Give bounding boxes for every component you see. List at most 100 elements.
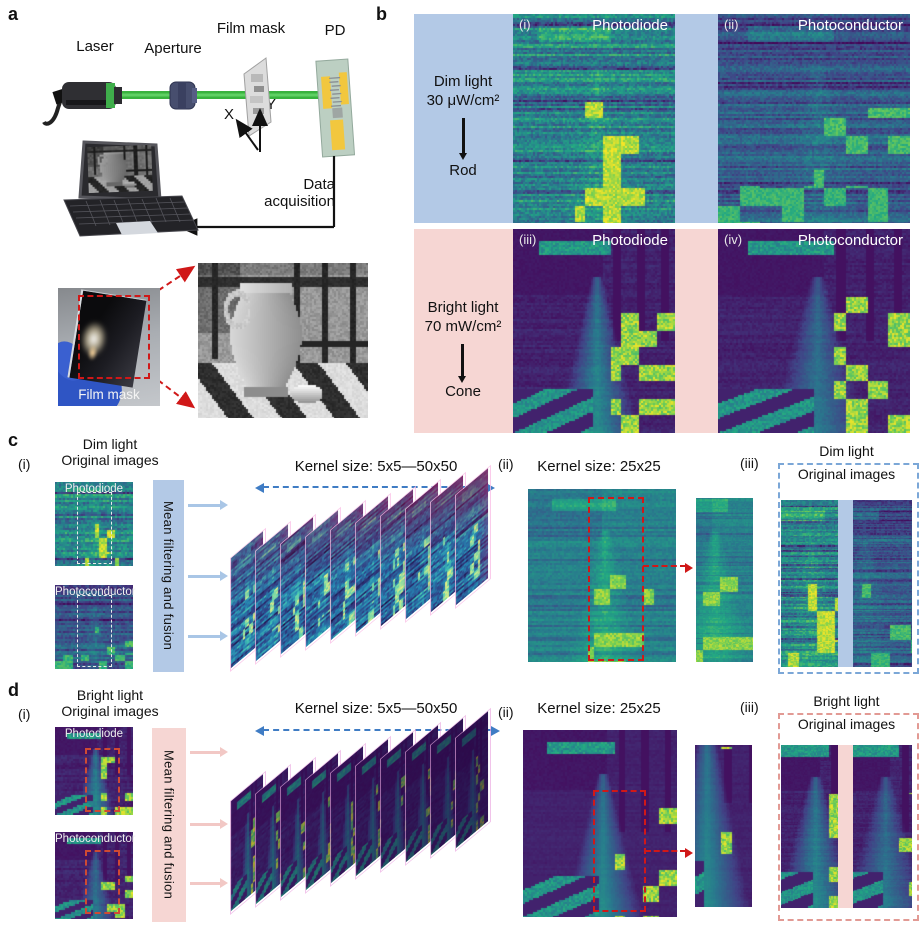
panel-d-ii-index: (ii) [498,704,514,720]
data-acquisition-arrow [177,156,336,236]
dim-arrow-head [458,153,467,160]
image-b-ii: (ii) Photoconductor [718,14,910,223]
pd-device-icon [315,58,356,158]
c-fused-image [528,489,676,662]
bright-light-title: Bright light [427,299,499,316]
d-process-label: Mean filtering and fusion [161,750,177,900]
bright-light-power: 70 mW/cm² [424,318,502,335]
zoom-connector-lines [149,265,196,409]
panel-c-iii-index: (iii) [740,455,759,471]
c-box-title1: Dim light [819,443,874,459]
panel-c-i-index: (i) [18,456,31,472]
panel-c-ii-index: (ii) [498,456,514,472]
c-photoconductor-label: Photoconductor [55,586,136,598]
film-mask-label: Film mask [216,20,286,37]
laser-icon [42,82,122,126]
d-photodiode-image: Photodiode [55,727,133,815]
d-zoom-crop-image [695,745,752,907]
image-b-ii-label: Photoconductor [797,17,903,34]
panel-d-title: Bright light Original images [61,687,159,720]
image-b-iii-label: Photodiode [592,232,668,249]
d-pc-dashed-rect [85,850,120,914]
d-box-divider-band [838,745,853,908]
image-b-iii: (iii) Photodiode [513,229,675,433]
pd-label: PD [324,22,346,39]
pitcher-photo [198,263,368,418]
d-kernel-range-label: Kernel size: 5x5—50x50 [294,700,458,717]
image-b-i-label: Photodiode [592,17,668,34]
c-zoom-crop-image [696,498,753,662]
d-kernel-single-label: Kernel size: 25x25 [537,700,661,717]
aperture-label: Aperture [144,40,202,57]
d-kernel-stack [230,707,500,923]
panel-d-i-index: (i) [18,706,31,722]
c-box-left-image [781,500,838,667]
image-b-iv-index: (iv) [724,232,743,247]
d-flow-arrow-1 [190,747,228,757]
c-box-title2: Original images [784,466,909,483]
dim-light-power: 30 μW/cm² [426,92,500,109]
dim-light-title: Dim light [433,73,493,90]
aperture-icon [169,81,197,110]
d-photodiode-label: Photodiode [64,728,124,740]
c-kernel-range-arrow [255,482,495,494]
image-b-iv-label: Photoconductor [797,232,903,249]
film-zoom-dashed-rect [78,295,150,379]
xy-axes-icon [235,108,268,152]
image-b-i-index: (i) [519,17,531,32]
c-zoom-arrow [643,563,693,573]
laptop-screen-image [87,144,153,194]
d-pd-dashed-rect [85,748,120,812]
dim-arrow [462,118,465,154]
axis-y-label: Y [266,96,277,113]
image-b-iv: (iv) Photoconductor [718,229,910,433]
image-b-iii-index: (iii) [519,232,537,247]
c-original-box [778,463,919,674]
c-flow-arrow-2 [188,571,228,581]
c-kernel-stack [230,464,500,680]
d-box-left-image [781,745,838,908]
d-photoconductor-label: Photoconductor [55,833,136,845]
d-box-right-image [853,745,912,908]
bright-arrow-head [457,376,466,383]
c-flow-arrow-1 [188,500,228,510]
axis-x-label: X [224,106,235,123]
c-kernel-range-label: Kernel size: 5x5—50x50 [294,458,458,475]
panel-c-label: c [8,430,19,450]
panel-d-iii-index: (iii) [740,699,759,715]
d-fused-image [523,730,677,917]
d-zoom-arrow [645,848,693,858]
dim-cell-label: Rod [449,162,477,179]
c-process-label: Mean filtering and fusion [161,501,176,651]
c-kernel-single-label: Kernel size: 25x25 [537,458,661,475]
data-acquisition-label: Data acquisition [264,176,335,211]
image-b-ii-index: (ii) [724,17,739,32]
bright-cell-label: Cone [445,383,481,400]
c-zoom-dashed-rect [588,497,644,661]
d-photoconductor-image: Photoconductor [55,832,136,919]
c-photoconductor-image: Photoconductor [55,585,136,669]
film-mask-icon [243,57,272,137]
panel-b-label: b [376,4,387,24]
c-photodiode-image: Photodiode [55,482,133,566]
c-process-band: Mean filtering and fusion [153,480,184,672]
panel-c-title: Dim light Original images [61,436,159,469]
panel-d-label: d [8,680,19,700]
film-mask-photo: Film mask [58,288,160,406]
c-pd-dashed-rect [77,492,112,564]
c-flow-arrow-3 [188,631,228,641]
c-box-right-image [853,500,912,667]
panel-a-label: a [8,4,19,24]
d-box-title2: Original images [784,716,909,733]
d-original-box [778,713,919,921]
d-flow-arrow-3 [190,878,228,888]
bright-arrow [461,344,464,377]
c-pc-dashed-rect [77,595,112,667]
laser-beam [118,91,320,99]
laser-label: Laser [76,38,114,55]
film-mask-photo-label: Film mask [78,387,140,402]
d-box-title1: Bright light [813,693,880,709]
image-b-i: (i) Photodiode [513,14,675,223]
c-box-divider-band [838,500,853,667]
